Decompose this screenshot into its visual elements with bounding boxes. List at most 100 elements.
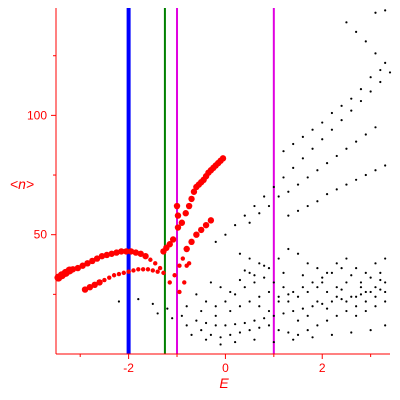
series-1-point-140 xyxy=(287,300,290,303)
series-1-point-84 xyxy=(359,293,363,296)
series-1-point-130 xyxy=(384,281,387,284)
x-axis-label: E xyxy=(219,375,229,391)
series-1-point-119 xyxy=(282,286,285,289)
series-1-point-114 xyxy=(234,293,237,296)
series-0-point-4 xyxy=(69,266,77,273)
series-1-point-30 xyxy=(321,121,324,124)
series-1-point-64 xyxy=(151,302,154,305)
series-1-point-161 xyxy=(345,257,348,260)
series-0-point-13 xyxy=(113,249,120,256)
series-1-point-35 xyxy=(369,76,372,79)
series-1-point-196 xyxy=(219,343,222,346)
series-1-point-56 xyxy=(335,188,338,191)
series-1-point-52 xyxy=(296,209,300,212)
series-1-point-149 xyxy=(374,286,377,289)
series-0-point-62 xyxy=(167,280,172,285)
series-1-point-179 xyxy=(248,271,251,274)
series-1-point-183 xyxy=(287,293,290,296)
series-1-point-171 xyxy=(321,281,324,284)
series-1-point-189 xyxy=(345,281,348,284)
series-1-point-86 xyxy=(379,288,382,291)
vertical-lines xyxy=(126,8,275,354)
series-1-point-95 xyxy=(248,329,251,332)
series-0-point-73 xyxy=(174,212,182,219)
series-1-point-67 xyxy=(195,319,198,322)
series-1-point-71 xyxy=(234,323,237,326)
series-0-point-24 xyxy=(81,286,89,293)
series-1-point-160 xyxy=(335,262,338,265)
series-1-point-76 xyxy=(282,312,285,315)
series-1-point-153 xyxy=(267,266,271,270)
series-1-point-47 xyxy=(345,147,348,150)
series-1-point-124 xyxy=(330,271,334,274)
series-0-point-35 xyxy=(136,267,141,272)
series-0-point-47 xyxy=(185,202,193,210)
series-1-point-200 xyxy=(292,338,295,341)
series-1-point-70 xyxy=(224,324,227,327)
series-1-point-31 xyxy=(330,111,334,115)
series-0-point-69 xyxy=(198,226,205,234)
series-1-point-118 xyxy=(272,281,275,284)
series-1-point-195 xyxy=(204,338,208,341)
y-tick-label-0: 50 xyxy=(34,228,48,242)
x-tick-label-1: 0 xyxy=(222,361,229,375)
series-1-point-51 xyxy=(287,214,290,217)
series-1-point-201 xyxy=(311,336,314,339)
series-0-point-67 xyxy=(188,238,195,246)
series-1-point-40 xyxy=(277,195,280,198)
series-1-point-138 xyxy=(267,290,271,294)
series-0-point-61 xyxy=(219,155,227,162)
series-1-point-125 xyxy=(340,266,343,270)
series-1-point-148 xyxy=(364,290,367,294)
series-1-point-54 xyxy=(316,200,319,203)
series-1-point-57 xyxy=(345,183,348,186)
series-1-point-188 xyxy=(335,286,338,289)
series-0-point-65 xyxy=(180,256,186,261)
series-0-point-16 xyxy=(127,248,135,255)
series-1-point-174 xyxy=(379,278,382,282)
series-1-point-36 xyxy=(379,68,382,72)
series-1-point-190 xyxy=(355,314,358,317)
series-1-point-73 xyxy=(253,319,256,322)
series-0-point-17 xyxy=(132,249,140,256)
series-1-point-186 xyxy=(316,300,319,303)
series-1-point-3 xyxy=(243,214,246,217)
y-tick-label-1: 100 xyxy=(27,108,47,122)
series-1-point-203 xyxy=(350,331,353,334)
series-0-point-5 xyxy=(74,264,81,272)
series-1-point-103 xyxy=(325,319,329,322)
series-1-point-14 xyxy=(350,109,353,112)
series-1-point-24 xyxy=(374,11,377,14)
series-1-point-121 xyxy=(301,286,304,289)
series-1-point-44 xyxy=(316,169,319,172)
series-0-point-30 xyxy=(111,273,117,278)
series-1-point-62 xyxy=(117,300,121,303)
series-1-point-169 xyxy=(282,271,285,274)
series-1-point-202 xyxy=(330,333,334,337)
series-1-point-128 xyxy=(369,276,372,279)
series-1-point-41 xyxy=(287,190,290,193)
series-1-point-2 xyxy=(234,224,237,227)
series-1-point-83 xyxy=(350,295,353,298)
series-0-point-29 xyxy=(107,275,112,280)
series-1-point-68 xyxy=(204,321,208,325)
series-1-point-187 xyxy=(325,307,329,310)
series-0-point-77 xyxy=(186,261,192,266)
series-1-point-159 xyxy=(325,271,329,274)
series-1-point-7 xyxy=(282,176,285,179)
series-1-point-112 xyxy=(214,305,217,308)
series-1-point-141 xyxy=(296,295,300,298)
series-1-point-0 xyxy=(214,240,217,243)
series-1-point-204 xyxy=(369,329,372,332)
series-0-point-36 xyxy=(140,267,146,272)
series-1-point-131 xyxy=(185,305,188,308)
series-0-point-27 xyxy=(96,279,103,286)
series-0-point-11 xyxy=(103,251,111,259)
series-1-point-150 xyxy=(238,252,242,255)
axes xyxy=(55,8,390,355)
series-1-point-185 xyxy=(306,314,309,317)
series-0-point-42 xyxy=(166,241,173,248)
series-1-point-87 xyxy=(156,312,159,315)
series-1-point-132 xyxy=(200,309,203,313)
series-0-point-66 xyxy=(183,245,190,253)
